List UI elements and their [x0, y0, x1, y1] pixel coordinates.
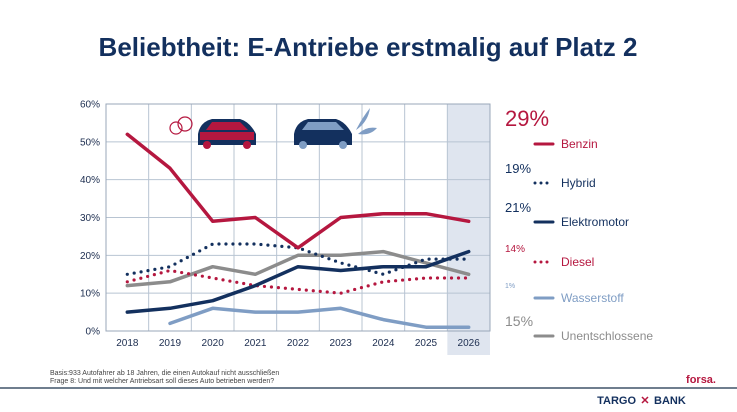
x-tick-label: 2023 [330, 338, 353, 349]
targobank-logo: TARGO ✕ BANK [597, 395, 686, 407]
x-tick-label: 2019 [159, 338, 182, 349]
plot-frame [105, 103, 491, 332]
footnote-question: Frage 8: Und mit welcher Antriebsart sol… [50, 378, 274, 385]
legend-label: Diesel [561, 255, 594, 269]
legend-latest-value: 1% [505, 283, 515, 290]
legend-latest-value: 15% [505, 313, 533, 329]
combustion-car-icon [169, 116, 256, 149]
x-tick-label: 2020 [202, 338, 225, 349]
y-tick-label: 20% [80, 251, 100, 262]
highlight-column [447, 104, 490, 355]
x-tick-label: 2024 [372, 338, 395, 349]
y-tick-label: 0% [86, 327, 101, 338]
y-tick-label: 60% [80, 100, 100, 111]
legend-latest-value: 21% [505, 200, 531, 215]
footnote-basis: Basis:933 Autofahrer ab 18 Jahren, die e… [50, 370, 279, 377]
svg-text:BANK: BANK [654, 395, 686, 407]
legend-latest-value: 29% [505, 106, 549, 131]
legend-label: Benzin [561, 137, 598, 151]
x-tick-label: 2021 [244, 338, 267, 349]
x-tick-label: 2018 [116, 338, 139, 349]
chart-title: Beliebtheit: E-Antriebe erstmalig auf Pl… [99, 32, 638, 62]
svg-text:TARGO: TARGO [597, 395, 636, 407]
series-line-wasserstoff [168, 306, 471, 329]
y-tick-label: 40% [80, 175, 100, 186]
legend-label: Unentschlossene [561, 329, 653, 343]
forsa-logo: forsa. [686, 374, 716, 386]
x-tick-label: 2022 [287, 338, 310, 349]
x-tick-label: 2026 [458, 338, 481, 349]
legend-label: Wasserstoff [561, 291, 624, 305]
legend-label: Elektromotor [561, 215, 629, 229]
svg-text:✕: ✕ [640, 395, 649, 407]
y-tick-label: 50% [80, 137, 100, 148]
y-tick-label: 30% [80, 213, 100, 224]
series-line-benzin [125, 132, 471, 250]
footer-divider [0, 387, 737, 389]
y-tick-label: 10% [80, 289, 100, 300]
series-line-diesel [125, 268, 471, 295]
car-icons [169, 108, 377, 149]
electric-car-icon [294, 108, 377, 149]
legend-label: Hybrid [561, 176, 596, 190]
legend-latest-value: 14% [505, 244, 525, 255]
legend-latest-value: 19% [505, 161, 531, 176]
x-tick-label: 2025 [415, 338, 438, 349]
